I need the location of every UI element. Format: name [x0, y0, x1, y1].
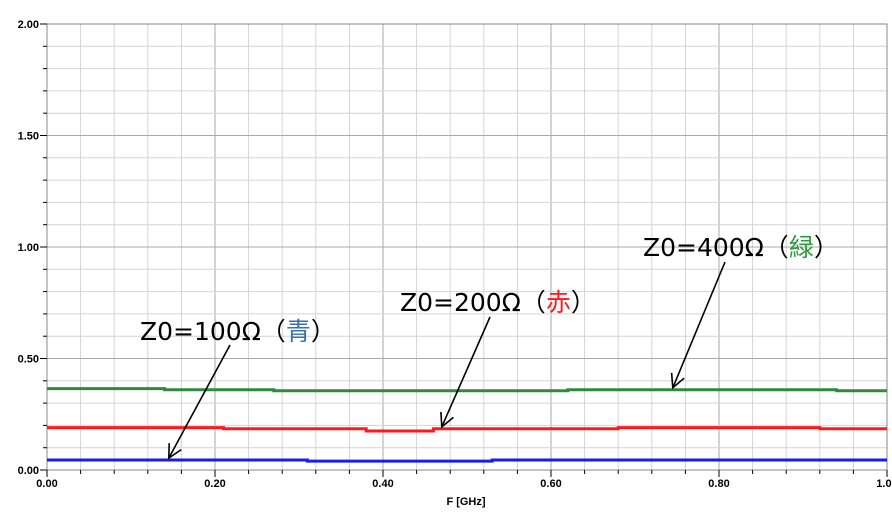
x-tick-label: 0.20: [204, 478, 225, 490]
y-tick-label: 1.50: [18, 131, 39, 143]
annotation-arrowhead: [670, 372, 685, 390]
x-tick-label: 0.40: [372, 478, 393, 490]
series-line-1: [47, 387, 887, 393]
x-axis-label: F [GHz]: [446, 496, 485, 508]
series-line-3: [47, 458, 887, 463]
annotation-arrowhead: [440, 411, 454, 429]
y-tick-label: 0.00: [18, 465, 39, 477]
x-tick-label: 0.00: [36, 478, 57, 490]
x-tick-label: 0.60: [540, 478, 561, 490]
annotation-arrowhead: [167, 443, 182, 460]
series-layer: [47, 387, 887, 463]
grid: [47, 24, 887, 470]
tick-layer: 0.00 0.20 0.40 0.60 0.80 1.00 0.00 0.50 1.00 1.50…: [18, 19, 892, 490]
x-tick-label: 1.00: [876, 478, 892, 490]
series-line-2: [47, 426, 887, 433]
annotation-arrow: [168, 344, 231, 459]
annotation-arrow: [441, 316, 491, 428]
annotation-layer: Z0=100Ω（青） Z0=200Ω（赤） Z0=400Ω（緑）: [140, 233, 839, 460]
annotation-label: Z0=400Ω（緑）: [643, 233, 839, 262]
y-tick-label: 1.00: [18, 242, 39, 254]
annotation-label: Z0=100Ω（青）: [140, 317, 336, 346]
x-tick-label: 0.80: [708, 478, 729, 490]
y-tick-label: 2.00: [18, 19, 39, 31]
annotation-arrow: [672, 261, 726, 389]
y-tick-label: 0.50: [18, 354, 39, 366]
annotation-label: Z0=200Ω（赤）: [400, 288, 596, 317]
